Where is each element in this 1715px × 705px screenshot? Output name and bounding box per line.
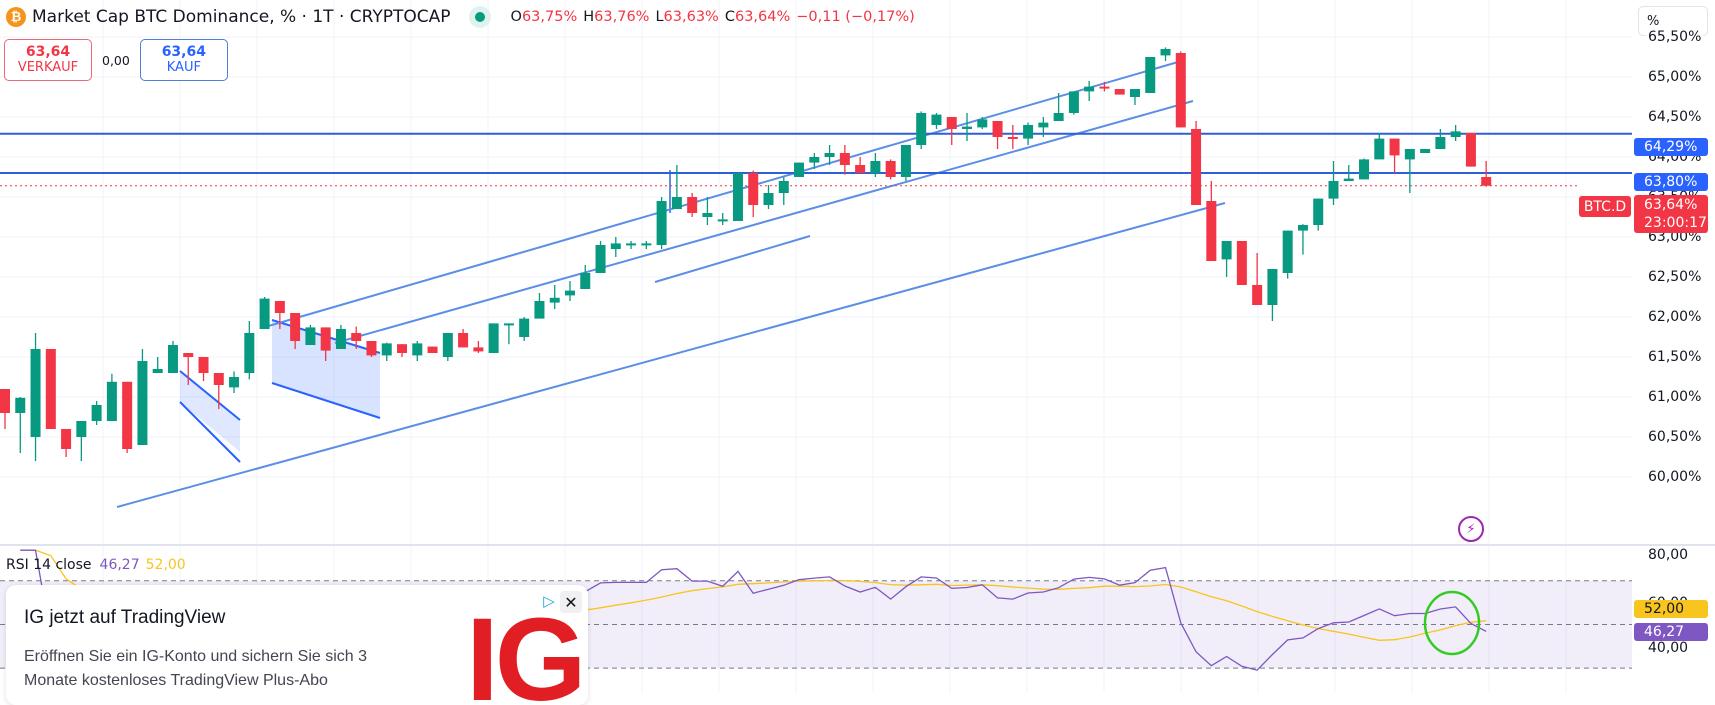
ohlc-close: C63,64% (724, 9, 791, 25)
lightning-icon[interactable]: ⚡ (1458, 516, 1484, 542)
price-axis-label: 60,50% (1646, 429, 1704, 445)
price-axis-label: 65,00% (1646, 69, 1704, 85)
adchoices-icon[interactable]: ▷ (543, 592, 555, 610)
bitcoin-icon: ₿ (6, 7, 26, 27)
price-axis-label: 65,50% (1646, 29, 1704, 45)
chart-legend: ₿ Market Cap BTC Dominance, % · 1T · CRY… (6, 6, 915, 28)
ohlc-low: L63,63% (655, 9, 719, 25)
rsi-value-tag: 46,27 (1634, 623, 1708, 641)
price-axis-label: 61,00% (1646, 389, 1704, 405)
buy-button[interactable]: 63,64 KAUF (139, 39, 228, 81)
rsi-sma-tag: 52,00 (1634, 600, 1708, 618)
price-axis-label: 64,50% (1646, 109, 1704, 125)
price-change: −0,11 (−0,17%) (796, 9, 915, 25)
ohlc-open: O63,75% (510, 9, 578, 25)
price-axis-label: 62,00% (1646, 309, 1704, 325)
rsi-axis-label: 80,00 (1646, 547, 1691, 563)
trade-buttons: 63,64 VERKAUF 0,00 63,64 KAUF (4, 39, 228, 81)
price-axis-label: 60,00% (1646, 469, 1704, 485)
ad-banner[interactable]: IG jetzt auf TradingView Eröffnen Sie ei… (6, 585, 588, 705)
price-axis-label: 63,00% (1646, 229, 1704, 245)
last-price-tag: 63,64% 23:00:17 (1634, 195, 1708, 233)
symbol-price-tag: BTC.D (1579, 196, 1631, 217)
price-axis-label: 62,50% (1646, 269, 1704, 285)
horizontal-line-tag-2[interactable]: 63,80% (1634, 173, 1708, 191)
market-open-dot-icon[interactable] (468, 6, 491, 28)
ohlc-high: H63,76% (583, 9, 650, 25)
horizontal-line-tag-1[interactable]: 64,29% (1634, 138, 1708, 156)
rsi-legend[interactable]: RSI 14 close 46,27 52,00 (6, 557, 186, 573)
close-icon[interactable]: ✕ (560, 591, 582, 613)
ig-logo: IG (466, 594, 587, 705)
symbol-title[interactable]: Market Cap BTC Dominance, % · 1T · CRYPT… (32, 7, 451, 27)
spread-value: 0,00 (102, 52, 130, 68)
price-axis-label: 61,50% (1646, 349, 1704, 365)
rsi-axis-label: 40,00 (1646, 640, 1691, 656)
bar-countdown: 23:00:17 (1644, 215, 1707, 231)
ad-title[interactable]: IG jetzt auf TradingView (24, 607, 226, 628)
sell-button[interactable]: 63,64 VERKAUF (4, 39, 92, 81)
ad-body: Eröffnen Sie ein IG-Konto und sichern Si… (24, 648, 368, 689)
